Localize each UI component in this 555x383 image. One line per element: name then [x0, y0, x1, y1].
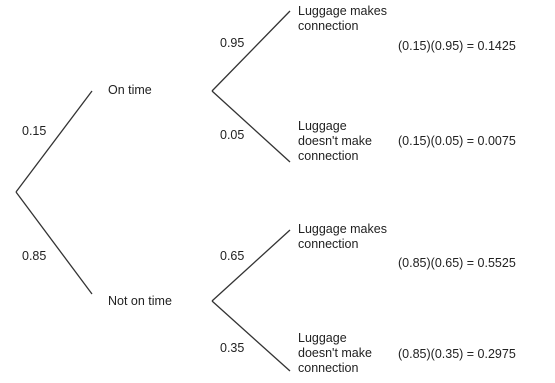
outcome-not-on-time-doesnt: Luggage doesn't make connection: [298, 331, 372, 375]
branch-not-on-time-doesnt: [211, 300, 291, 372]
result-on-time-doesnt: (0.15)(0.05) = 0.0075: [398, 134, 516, 148]
result-on-time-makes: (0.15)(0.95) = 0.1425: [398, 39, 516, 53]
branch-not-on-time: [15, 191, 93, 295]
node-not-on-time: Not on time: [108, 294, 172, 308]
branch-on-time-makes: [211, 10, 291, 92]
result-not-on-time-doesnt: (0.85)(0.35) = 0.2975: [398, 347, 516, 361]
probability-on-time: 0.15: [22, 124, 47, 138]
outcome-on-time-makes: Luggage makes connection: [298, 4, 387, 33]
probability-on-time-doesnt: 0.05: [220, 128, 245, 142]
probability-not-on-time-doesnt: 0.35: [220, 341, 245, 355]
result-not-on-time-makes: (0.85)(0.65) = 0.5525: [398, 256, 516, 270]
outcome-not-on-time-makes: Luggage makes connection: [298, 222, 387, 251]
probability-on-time-makes: 0.95: [220, 36, 245, 50]
probability-not-on-time: 0.85: [22, 249, 47, 263]
node-on-time: On time: [108, 83, 152, 97]
branch-on-time-doesnt: [211, 90, 291, 163]
branch-not-on-time-makes: [211, 229, 291, 302]
probability-not-on-time-makes: 0.65: [220, 249, 245, 263]
branch-on-time: [15, 90, 93, 193]
outcome-on-time-doesnt: Luggage doesn't make connection: [298, 119, 372, 163]
